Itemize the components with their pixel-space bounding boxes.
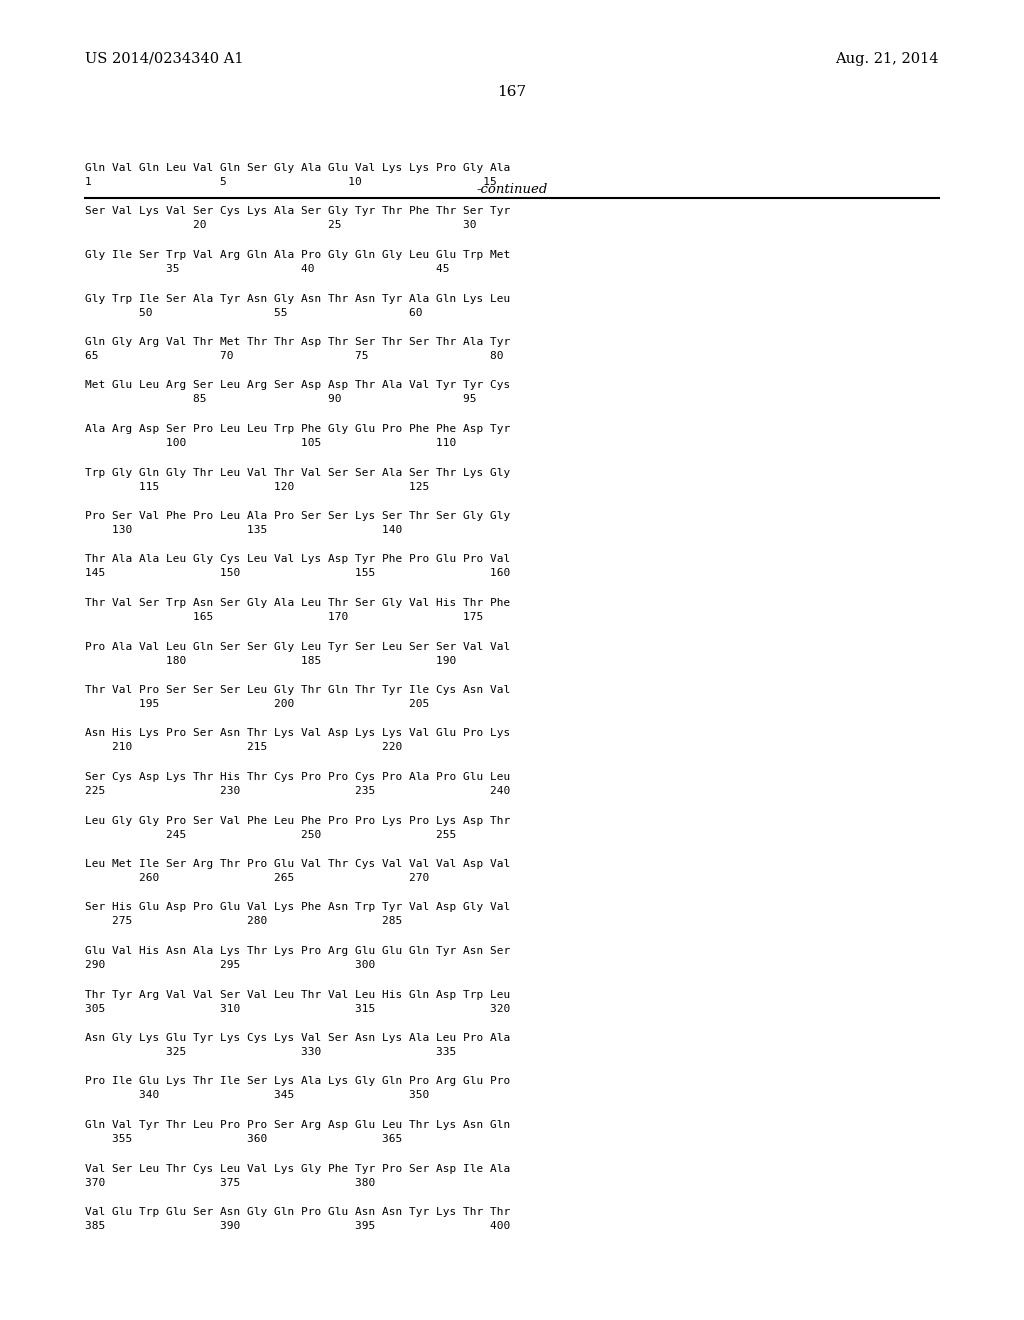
Text: Leu Met Ile Ser Arg Thr Pro Glu Val Thr Cys Val Val Val Asp Val: Leu Met Ile Ser Arg Thr Pro Glu Val Thr … bbox=[85, 859, 510, 869]
Text: Trp Gly Gln Gly Thr Leu Val Thr Val Ser Ser Ala Ser Thr Lys Gly: Trp Gly Gln Gly Thr Leu Val Thr Val Ser … bbox=[85, 467, 510, 478]
Text: 325                 330                 335: 325 330 335 bbox=[85, 1047, 457, 1057]
Text: 50                  55                  60: 50 55 60 bbox=[85, 308, 423, 318]
Text: Glu Val His Asn Ala Lys Thr Lys Pro Arg Glu Glu Gln Tyr Asn Ser: Glu Val His Asn Ala Lys Thr Lys Pro Arg … bbox=[85, 946, 510, 956]
Text: Thr Val Pro Ser Ser Ser Leu Gly Thr Gln Thr Tyr Ile Cys Asn Val: Thr Val Pro Ser Ser Ser Leu Gly Thr Gln … bbox=[85, 685, 510, 696]
Text: Gly Ile Ser Trp Val Arg Gln Ala Pro Gly Gln Gly Leu Glu Trp Met: Gly Ile Ser Trp Val Arg Gln Ala Pro Gly … bbox=[85, 249, 510, 260]
Text: 165                 170                 175: 165 170 175 bbox=[85, 612, 483, 622]
Text: Pro Ser Val Phe Pro Leu Ala Pro Ser Ser Lys Ser Thr Ser Gly Gly: Pro Ser Val Phe Pro Leu Ala Pro Ser Ser … bbox=[85, 511, 510, 521]
Text: Met Glu Leu Arg Ser Leu Arg Ser Asp Asp Thr Ala Val Tyr Tyr Cys: Met Glu Leu Arg Ser Leu Arg Ser Asp Asp … bbox=[85, 380, 510, 391]
Text: 20                  25                  30: 20 25 30 bbox=[85, 220, 476, 231]
Text: 290                 295                 300: 290 295 300 bbox=[85, 960, 375, 970]
Text: 340                 345                 350: 340 345 350 bbox=[85, 1090, 429, 1101]
Text: 100                 105                 110: 100 105 110 bbox=[85, 438, 457, 447]
Text: 385                 390                 395                 400: 385 390 395 400 bbox=[85, 1221, 510, 1232]
Text: 275                 280                 285: 275 280 285 bbox=[85, 916, 402, 927]
Text: 245                 250                 255: 245 250 255 bbox=[85, 829, 457, 840]
Text: Asn Gly Lys Glu Tyr Lys Cys Lys Val Ser Asn Lys Ala Leu Pro Ala: Asn Gly Lys Glu Tyr Lys Cys Lys Val Ser … bbox=[85, 1034, 510, 1043]
Text: Pro Ala Val Leu Gln Ser Ser Gly Leu Tyr Ser Leu Ser Ser Val Val: Pro Ala Val Leu Gln Ser Ser Gly Leu Tyr … bbox=[85, 642, 510, 652]
Text: 195                 200                 205: 195 200 205 bbox=[85, 700, 429, 709]
Text: Gln Gly Arg Val Thr Met Thr Thr Asp Thr Ser Thr Ser Thr Ala Tyr: Gln Gly Arg Val Thr Met Thr Thr Asp Thr … bbox=[85, 337, 510, 347]
Text: 145                 150                 155                 160: 145 150 155 160 bbox=[85, 569, 510, 578]
Text: 210                 215                 220: 210 215 220 bbox=[85, 742, 402, 752]
Text: Ala Arg Asp Ser Pro Leu Leu Trp Phe Gly Glu Pro Phe Phe Asp Tyr: Ala Arg Asp Ser Pro Leu Leu Trp Phe Gly … bbox=[85, 424, 510, 434]
Text: Thr Tyr Arg Val Val Ser Val Leu Thr Val Leu His Gln Asp Trp Leu: Thr Tyr Arg Val Val Ser Val Leu Thr Val … bbox=[85, 990, 510, 999]
Text: Ser Val Lys Val Ser Cys Lys Ala Ser Gly Tyr Thr Phe Thr Ser Tyr: Ser Val Lys Val Ser Cys Lys Ala Ser Gly … bbox=[85, 206, 510, 216]
Text: 65                  70                  75                  80: 65 70 75 80 bbox=[85, 351, 504, 360]
Text: Asn His Lys Pro Ser Asn Thr Lys Val Asp Lys Lys Val Glu Pro Lys: Asn His Lys Pro Ser Asn Thr Lys Val Asp … bbox=[85, 729, 510, 738]
Text: Ser His Glu Asp Pro Glu Val Lys Phe Asn Trp Tyr Val Asp Gly Val: Ser His Glu Asp Pro Glu Val Lys Phe Asn … bbox=[85, 903, 510, 912]
Text: 1                   5                  10                  15: 1 5 10 15 bbox=[85, 177, 497, 187]
Text: 305                 310                 315                 320: 305 310 315 320 bbox=[85, 1003, 510, 1014]
Text: Ser Cys Asp Lys Thr His Thr Cys Pro Pro Cys Pro Ala Pro Glu Leu: Ser Cys Asp Lys Thr His Thr Cys Pro Pro … bbox=[85, 772, 510, 781]
Text: Gln Val Tyr Thr Leu Pro Pro Ser Arg Asp Glu Leu Thr Lys Asn Gln: Gln Val Tyr Thr Leu Pro Pro Ser Arg Asp … bbox=[85, 1119, 510, 1130]
Text: Pro Ile Glu Lys Thr Ile Ser Lys Ala Lys Gly Gln Pro Arg Glu Pro: Pro Ile Glu Lys Thr Ile Ser Lys Ala Lys … bbox=[85, 1077, 510, 1086]
Text: Thr Val Ser Trp Asn Ser Gly Ala Leu Thr Ser Gly Val His Thr Phe: Thr Val Ser Trp Asn Ser Gly Ala Leu Thr … bbox=[85, 598, 510, 609]
Text: Aug. 21, 2014: Aug. 21, 2014 bbox=[836, 51, 939, 66]
Text: 180                 185                 190: 180 185 190 bbox=[85, 656, 457, 665]
Text: 85                  90                  95: 85 90 95 bbox=[85, 395, 476, 404]
Text: Val Glu Trp Glu Ser Asn Gly Gln Pro Glu Asn Asn Tyr Lys Thr Thr: Val Glu Trp Glu Ser Asn Gly Gln Pro Glu … bbox=[85, 1206, 510, 1217]
Text: 167: 167 bbox=[498, 84, 526, 99]
Text: 115                 120                 125: 115 120 125 bbox=[85, 482, 429, 491]
Text: Gln Val Gln Leu Val Gln Ser Gly Ala Glu Val Lys Lys Pro Gly Ala: Gln Val Gln Leu Val Gln Ser Gly Ala Glu … bbox=[85, 162, 510, 173]
Text: Leu Gly Gly Pro Ser Val Phe Leu Phe Pro Pro Lys Pro Lys Asp Thr: Leu Gly Gly Pro Ser Val Phe Leu Phe Pro … bbox=[85, 816, 510, 825]
Text: 370                 375                 380: 370 375 380 bbox=[85, 1177, 375, 1188]
Text: 355                 360                 365: 355 360 365 bbox=[85, 1134, 402, 1144]
Text: 130                 135                 140: 130 135 140 bbox=[85, 525, 402, 535]
Text: US 2014/0234340 A1: US 2014/0234340 A1 bbox=[85, 51, 244, 66]
Text: -continued: -continued bbox=[476, 183, 548, 195]
Text: Val Ser Leu Thr Cys Leu Val Lys Gly Phe Tyr Pro Ser Asp Ile Ala: Val Ser Leu Thr Cys Leu Val Lys Gly Phe … bbox=[85, 1163, 510, 1173]
Text: Gly Trp Ile Ser Ala Tyr Asn Gly Asn Thr Asn Tyr Ala Gln Lys Leu: Gly Trp Ile Ser Ala Tyr Asn Gly Asn Thr … bbox=[85, 293, 510, 304]
Text: 225                 230                 235                 240: 225 230 235 240 bbox=[85, 785, 510, 796]
Text: 260                 265                 270: 260 265 270 bbox=[85, 873, 429, 883]
Text: Thr Ala Ala Leu Gly Cys Leu Val Lys Asp Tyr Phe Pro Glu Pro Val: Thr Ala Ala Leu Gly Cys Leu Val Lys Asp … bbox=[85, 554, 510, 565]
Text: 35                  40                  45: 35 40 45 bbox=[85, 264, 450, 275]
